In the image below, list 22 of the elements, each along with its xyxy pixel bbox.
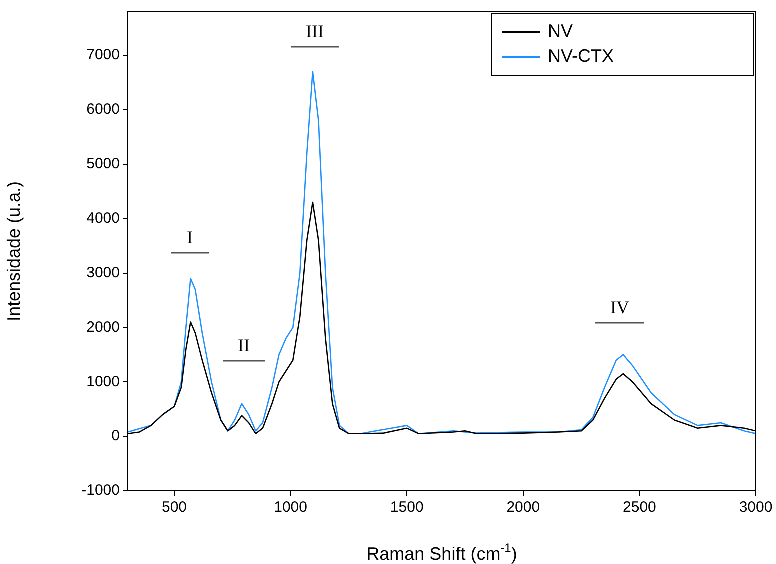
annotation: III: [306, 22, 324, 42]
y-tick-label: 7000: [86, 46, 120, 64]
annotation: IV: [610, 298, 630, 318]
y-tick-label: -1000: [82, 482, 120, 500]
legend-label: NV: [548, 20, 574, 41]
y-tick-label: 6000: [86, 101, 120, 118]
annotation: II: [238, 336, 250, 356]
y-tick-label: 4000: [86, 210, 120, 227]
x-tick-label: 3000: [739, 499, 773, 516]
annotation: I: [187, 228, 193, 248]
x-tick-label: 500: [162, 499, 188, 516]
y-tick-label: 3000: [86, 264, 120, 282]
x-tick-label: 2500: [623, 499, 656, 516]
x-tick-label: 1000: [274, 499, 308, 516]
y-tick-label: 0: [112, 428, 120, 445]
y-axis-title: Intensidade (u.a.): [4, 181, 24, 322]
y-tick-label: 1000: [86, 373, 120, 390]
x-tick-label: 1500: [390, 499, 424, 516]
y-tick-label: 2000: [86, 318, 120, 336]
y-tick-label: 5000: [86, 156, 120, 173]
legend-label: NV-CTX: [548, 46, 614, 66]
x-tick-label: 2000: [506, 499, 540, 516]
